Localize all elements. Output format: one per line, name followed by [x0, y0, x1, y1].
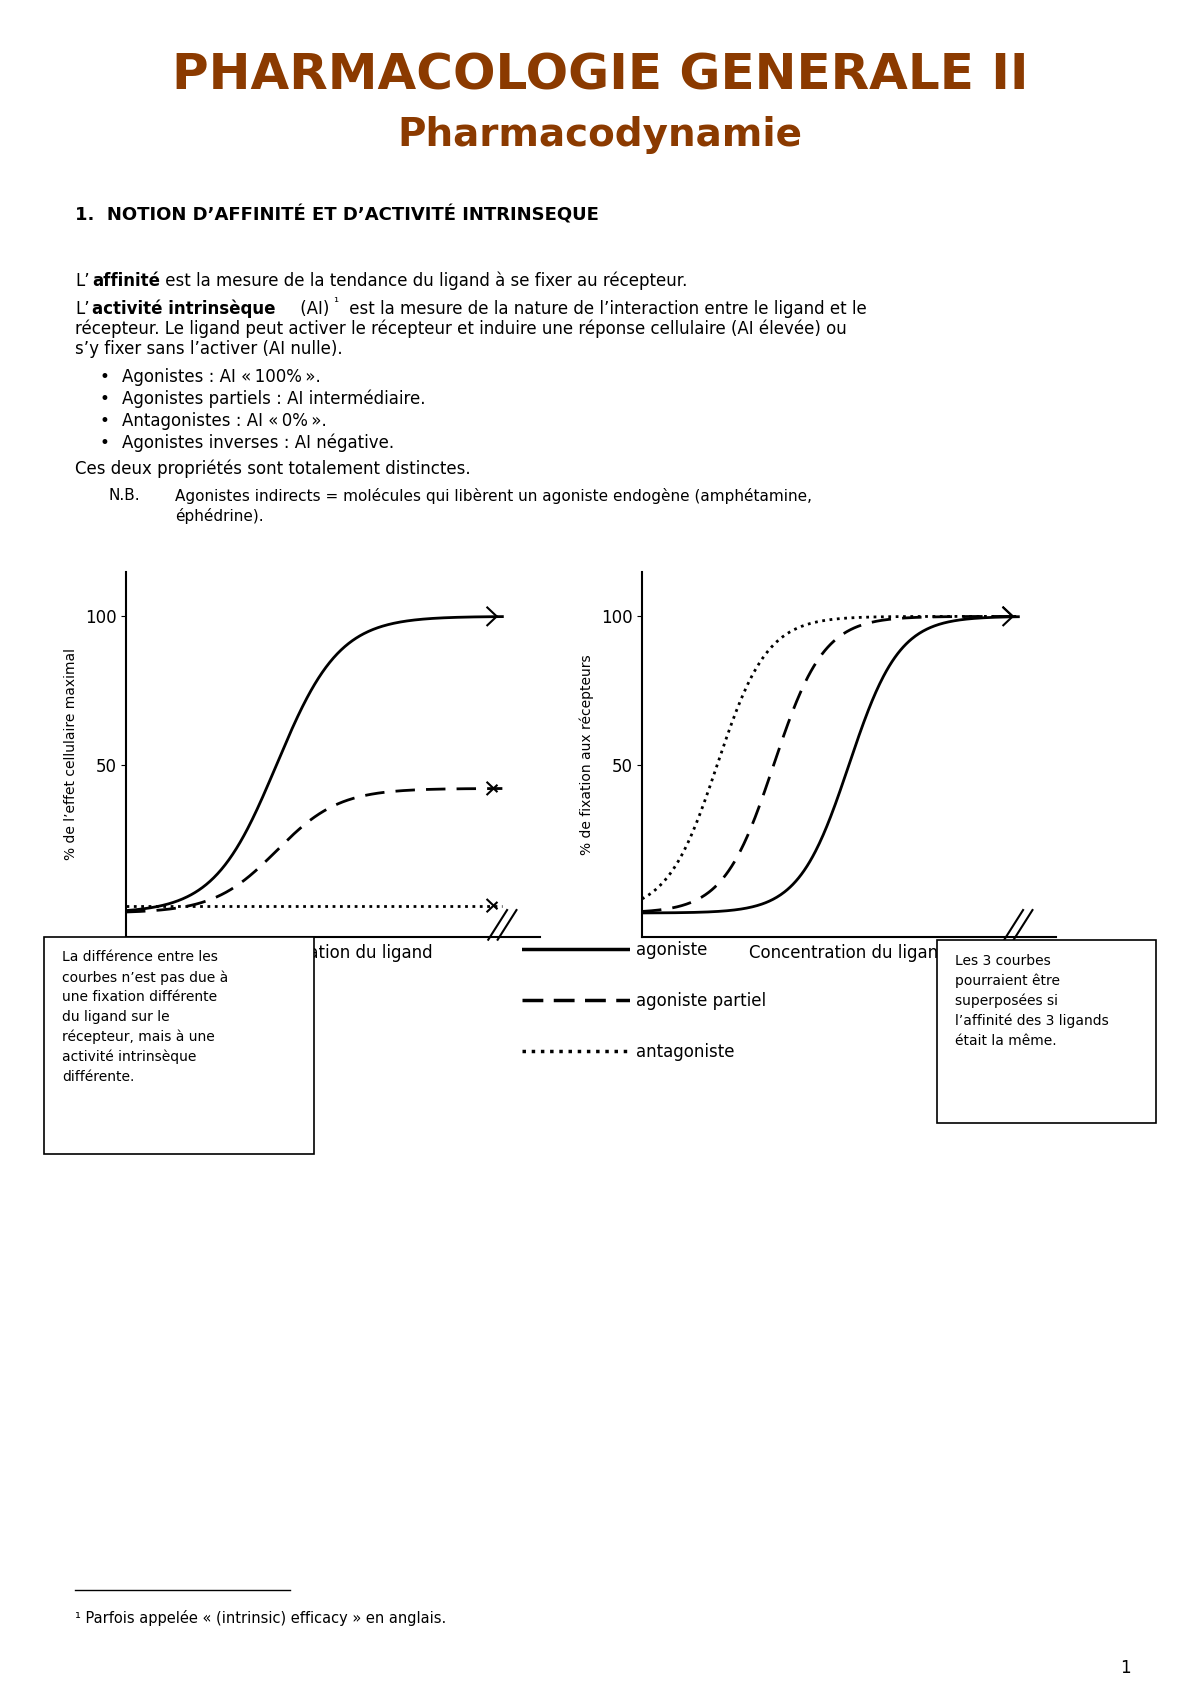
X-axis label: Concentration du ligand: Concentration du ligand: [749, 944, 949, 962]
Text: Agonistes : AI « 100% ».: Agonistes : AI « 100% ».: [122, 368, 320, 385]
Text: ¹ Parfois appelée « (intrinsic) efficacy » en anglais.: ¹ Parfois appelée « (intrinsic) efficacy…: [74, 1610, 446, 1626]
Text: N.B.: N.B.: [108, 489, 139, 502]
X-axis label: Concentration du ligand: Concentration du ligand: [233, 944, 433, 962]
Text: •: •: [100, 390, 110, 407]
Text: récepteur. Le ligand peut activer le récepteur et induire une réponse cellulaire: récepteur. Le ligand peut activer le réc…: [74, 321, 847, 338]
Text: affinité: affinité: [92, 272, 160, 290]
Text: Agonistes partiels : AI intermédiaire.: Agonistes partiels : AI intermédiaire.: [122, 390, 426, 409]
Text: •: •: [100, 434, 110, 451]
Text: PHARMACOLOGIE GENERALE II: PHARMACOLOGIE GENERALE II: [172, 51, 1028, 98]
Text: est la mesure de la nature de l’interaction entre le ligand et le: est la mesure de la nature de l’interact…: [344, 300, 866, 317]
Text: s’y fixer sans l’activer (AI nulle).: s’y fixer sans l’activer (AI nulle).: [74, 339, 343, 358]
Text: Ces deux propriétés sont totalement distinctes.: Ces deux propriétés sont totalement dist…: [74, 460, 470, 479]
Text: La différence entre les
courbes n’est pas due à
une fixation différente
du ligan: La différence entre les courbes n’est pa…: [62, 950, 229, 1084]
Text: Antagonistes : AI « 0% ».: Antagonistes : AI « 0% ».: [122, 412, 326, 429]
Text: 1.  NOTION D’AFFINITÉ ET D’ACTIVITÉ INTRINSEQUE: 1. NOTION D’AFFINITÉ ET D’ACTIVITÉ INTRI…: [74, 205, 599, 224]
Text: est la mesure de la tendance du ligand à se fixer au récepteur.: est la mesure de la tendance du ligand à…: [160, 272, 688, 290]
Text: ¹: ¹: [334, 295, 338, 309]
Text: Les 3 courbes
pourraient être
superposées si
l’affinité des 3 ligands
était la m: Les 3 courbes pourraient être superposée…: [955, 954, 1109, 1049]
Text: Agonistes inverses : AI négative.: Agonistes inverses : AI négative.: [122, 434, 394, 453]
Text: L’: L’: [74, 272, 90, 290]
Text: •: •: [100, 412, 110, 429]
Text: •: •: [100, 368, 110, 385]
Text: éphédrine).: éphédrine).: [175, 507, 264, 524]
Text: (AI): (AI): [295, 300, 329, 317]
Text: activité intrinsèque: activité intrinsèque: [92, 300, 276, 319]
Text: Pharmacodynamie: Pharmacodynamie: [397, 115, 803, 154]
Text: agoniste partiel: agoniste partiel: [636, 993, 766, 1010]
Text: agoniste: agoniste: [636, 942, 707, 959]
Text: 1: 1: [1120, 1660, 1130, 1677]
Y-axis label: % de l’effet cellulaire maximal: % de l’effet cellulaire maximal: [64, 648, 78, 860]
Text: L’: L’: [74, 300, 90, 317]
Text: Agonistes indirects = molécules qui libèrent un agoniste endogène (amphétamine,: Agonistes indirects = molécules qui libè…: [175, 489, 812, 504]
Y-axis label: % de fixation aux récepteurs: % de fixation aux récepteurs: [580, 653, 594, 855]
Text: antagoniste: antagoniste: [636, 1044, 734, 1061]
